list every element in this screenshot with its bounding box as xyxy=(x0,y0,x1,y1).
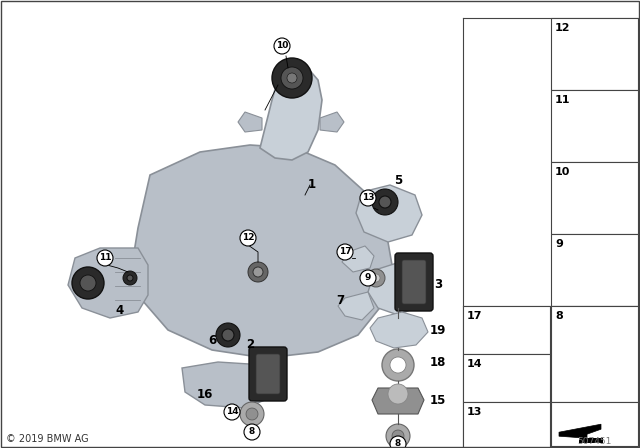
Text: 10: 10 xyxy=(276,42,288,51)
Text: 19: 19 xyxy=(430,323,446,336)
Circle shape xyxy=(240,230,256,246)
Bar xyxy=(463,402,550,448)
Bar xyxy=(551,306,638,402)
Text: 3: 3 xyxy=(434,279,442,292)
Circle shape xyxy=(222,329,234,341)
Text: 13: 13 xyxy=(362,194,374,202)
Bar xyxy=(551,90,638,162)
Polygon shape xyxy=(372,388,424,414)
Bar xyxy=(551,18,638,90)
FancyBboxPatch shape xyxy=(256,354,280,394)
Text: 14: 14 xyxy=(226,408,238,417)
Text: 14: 14 xyxy=(467,359,483,369)
Circle shape xyxy=(281,67,303,89)
FancyBboxPatch shape xyxy=(249,347,287,401)
Circle shape xyxy=(216,323,240,347)
Circle shape xyxy=(127,275,133,281)
FancyBboxPatch shape xyxy=(402,260,426,304)
Circle shape xyxy=(337,244,353,260)
Polygon shape xyxy=(559,424,601,438)
Text: 16: 16 xyxy=(197,388,213,401)
Polygon shape xyxy=(370,312,428,348)
Circle shape xyxy=(246,408,258,420)
Bar xyxy=(463,354,550,402)
Text: 6: 6 xyxy=(208,333,216,346)
Polygon shape xyxy=(238,112,262,132)
Circle shape xyxy=(72,267,104,299)
Circle shape xyxy=(390,436,406,448)
Text: 8: 8 xyxy=(395,439,401,448)
Circle shape xyxy=(388,384,408,404)
Text: 18: 18 xyxy=(430,357,446,370)
Text: 4: 4 xyxy=(116,303,124,316)
Text: 9: 9 xyxy=(555,239,563,249)
Circle shape xyxy=(372,189,398,215)
Bar xyxy=(551,234,638,306)
Circle shape xyxy=(360,270,376,286)
Text: 7: 7 xyxy=(336,293,344,306)
Circle shape xyxy=(367,269,385,287)
Text: 17: 17 xyxy=(339,247,351,257)
Polygon shape xyxy=(356,185,422,242)
Circle shape xyxy=(390,357,406,373)
Circle shape xyxy=(224,404,240,420)
Circle shape xyxy=(274,38,290,54)
Bar xyxy=(579,438,603,443)
Polygon shape xyxy=(338,292,374,320)
Circle shape xyxy=(386,424,410,448)
Polygon shape xyxy=(320,112,344,132)
Bar xyxy=(463,306,550,354)
Circle shape xyxy=(253,267,263,277)
Text: © 2019 BMW AG: © 2019 BMW AG xyxy=(6,434,88,444)
Text: 11: 11 xyxy=(555,95,570,105)
Text: 12: 12 xyxy=(555,23,570,33)
Text: 2: 2 xyxy=(246,339,254,352)
Polygon shape xyxy=(132,145,392,358)
Text: 17: 17 xyxy=(467,311,483,321)
Circle shape xyxy=(272,58,312,98)
Polygon shape xyxy=(182,362,278,408)
Polygon shape xyxy=(368,262,422,315)
Text: 9: 9 xyxy=(365,273,371,283)
Text: 13: 13 xyxy=(467,407,483,417)
Text: 12: 12 xyxy=(242,233,254,242)
Bar xyxy=(551,402,638,446)
Circle shape xyxy=(240,402,264,426)
Text: 1: 1 xyxy=(308,178,316,191)
Circle shape xyxy=(287,73,297,83)
Circle shape xyxy=(379,196,391,208)
Text: 507451: 507451 xyxy=(577,437,612,446)
Text: 8: 8 xyxy=(249,427,255,436)
Polygon shape xyxy=(260,62,322,160)
Circle shape xyxy=(392,430,404,442)
Text: 10: 10 xyxy=(555,167,570,177)
Text: 5: 5 xyxy=(394,173,402,186)
FancyBboxPatch shape xyxy=(395,253,433,311)
Circle shape xyxy=(80,275,96,291)
Circle shape xyxy=(382,349,414,381)
Text: 8: 8 xyxy=(555,311,563,321)
Text: 11: 11 xyxy=(99,254,111,263)
Bar xyxy=(551,162,638,234)
Circle shape xyxy=(372,274,380,282)
Text: 15: 15 xyxy=(430,393,446,406)
Circle shape xyxy=(248,262,268,282)
Polygon shape xyxy=(342,246,374,272)
Polygon shape xyxy=(68,248,148,318)
Circle shape xyxy=(244,424,260,440)
Circle shape xyxy=(360,190,376,206)
Circle shape xyxy=(97,250,113,266)
Circle shape xyxy=(123,271,137,285)
